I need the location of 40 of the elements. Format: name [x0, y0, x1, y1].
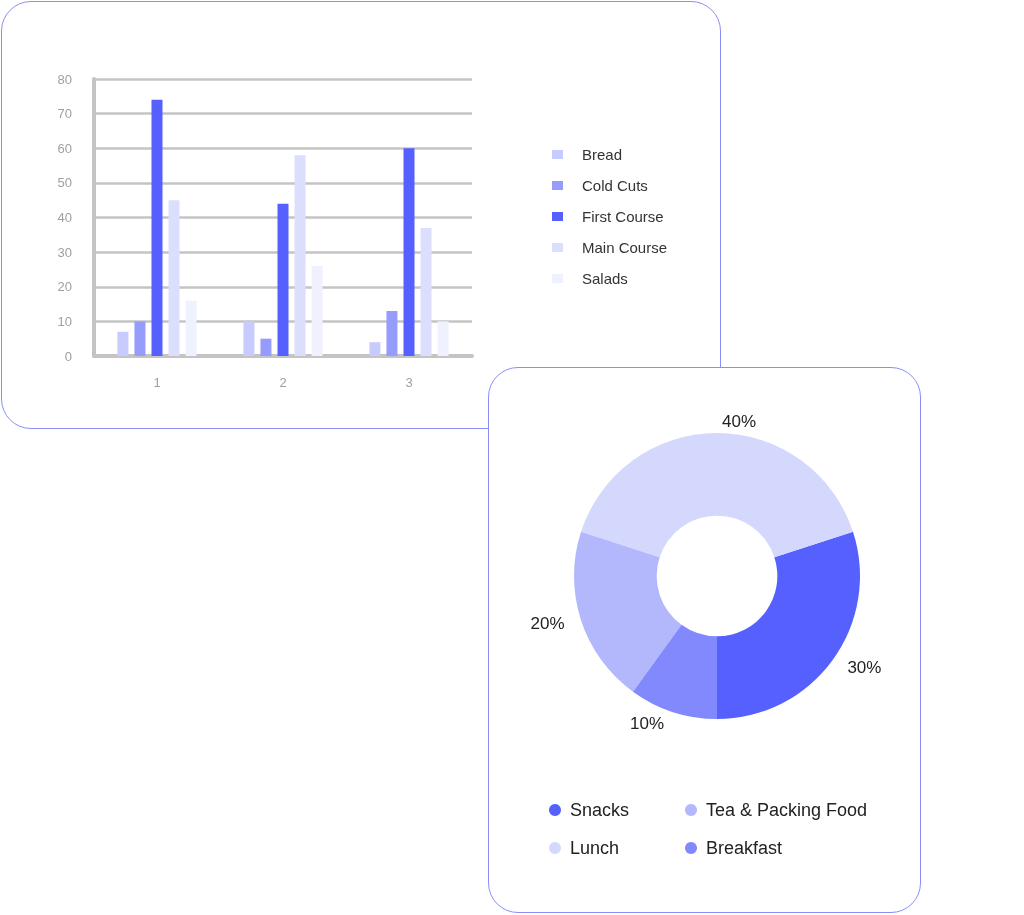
data-label: 30%: [847, 657, 882, 677]
bar: [260, 338, 272, 356]
legend-label: Salads: [582, 270, 628, 287]
legend-label: Snacks: [570, 800, 630, 820]
legend-label: First Course: [582, 208, 664, 225]
bar: [277, 203, 289, 356]
bar: [386, 310, 398, 356]
x-tick-label: 2: [279, 375, 287, 390]
bar: [185, 300, 197, 356]
bar: [437, 321, 449, 356]
y-tick-label: 60: [57, 140, 72, 156]
y-tick-label: 0: [64, 348, 72, 364]
legend-label: Lunch: [570, 838, 620, 858]
bar: [403, 148, 415, 356]
data-label: 40%: [722, 411, 757, 431]
bar: [168, 200, 180, 356]
bar: [294, 155, 306, 356]
bar: [151, 99, 163, 356]
data-label: 10%: [630, 713, 665, 733]
legend-label: Tea & Packing Food: [706, 800, 868, 820]
y-tick-label: 50: [57, 175, 72, 191]
y-tick-label: 20: [57, 279, 72, 295]
x-tick-label: 1: [153, 375, 161, 390]
y-tick-label: 30: [57, 244, 72, 260]
legend-label: Cold Cuts: [582, 177, 648, 194]
y-tick-label: 40: [57, 210, 72, 225]
bar: [420, 227, 432, 356]
y-tick-label: 80: [57, 71, 72, 87]
bar: [311, 265, 323, 356]
bar: [134, 321, 146, 356]
bar: [117, 331, 129, 356]
legend-label: Main Course: [582, 239, 668, 256]
legend-label: Breakfast: [706, 838, 783, 858]
y-tick-label: 70: [57, 106, 72, 122]
x-tick-label: 3: [405, 375, 413, 390]
data-label: 20%: [530, 614, 565, 634]
bar: [369, 342, 381, 356]
bar: [243, 321, 255, 356]
y-tick-label: 10: [57, 313, 72, 329]
legend-label: Bread: [582, 146, 623, 163]
